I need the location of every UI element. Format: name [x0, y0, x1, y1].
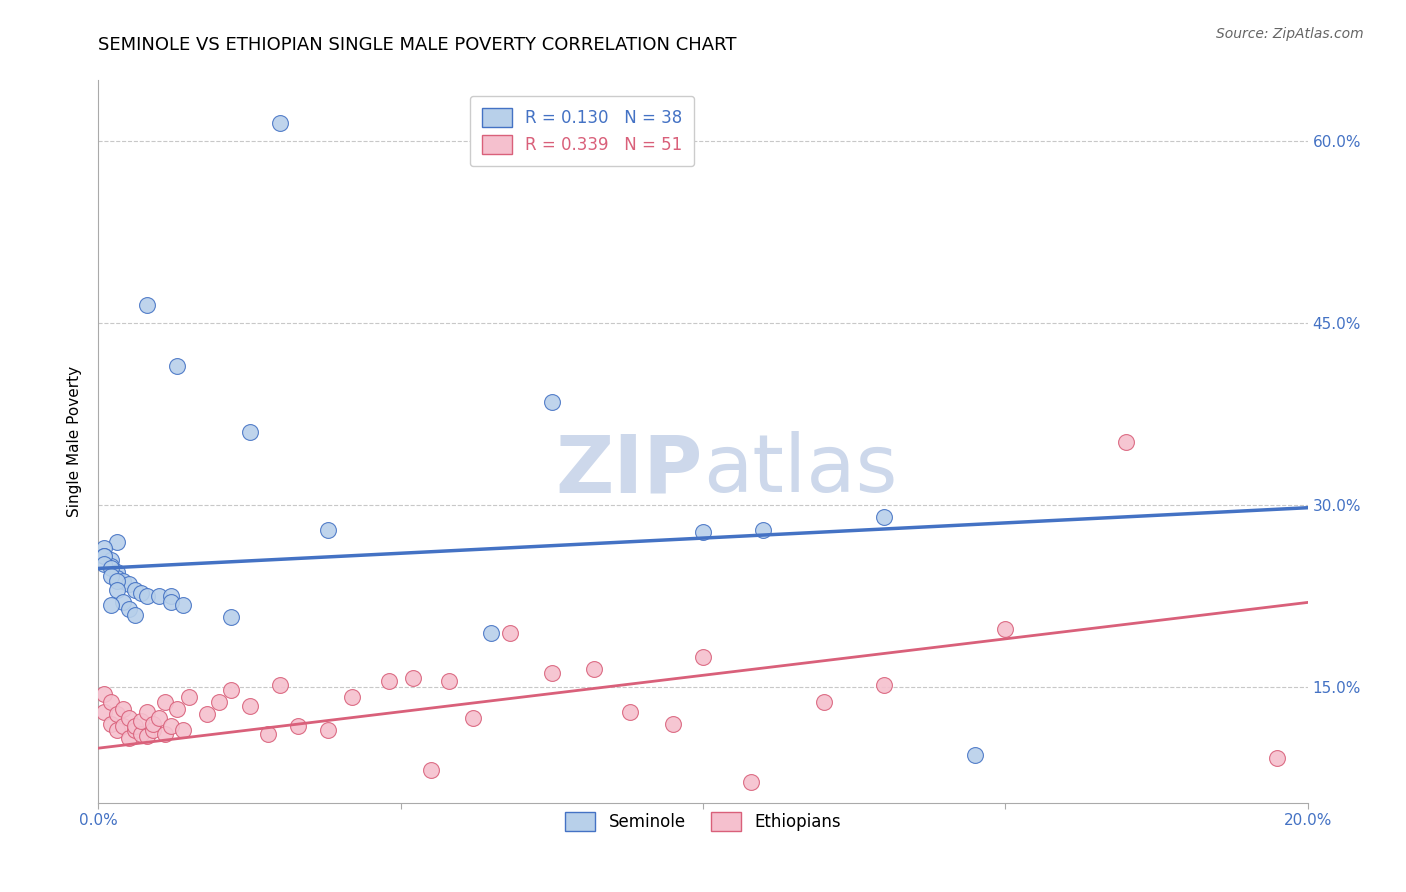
- Point: [256, 726, 278, 740]
- Point: [692, 650, 714, 665]
- Text: ZIP: ZIP: [555, 432, 703, 509]
- Point: [269, 678, 291, 692]
- Point: [316, 523, 339, 537]
- Point: [142, 717, 165, 731]
- Point: [153, 726, 176, 740]
- Point: [105, 723, 128, 737]
- Point: [661, 717, 683, 731]
- Point: [498, 625, 520, 640]
- Point: [287, 719, 309, 733]
- Point: [540, 395, 562, 409]
- Point: [100, 561, 122, 575]
- Point: [740, 775, 762, 789]
- Point: [124, 719, 146, 733]
- Point: [172, 598, 194, 612]
- Point: [873, 510, 896, 524]
- Point: [166, 359, 188, 373]
- Point: [692, 524, 714, 539]
- Text: atlas: atlas: [703, 432, 897, 509]
- Point: [481, 625, 503, 640]
- Point: [111, 574, 134, 588]
- Point: [437, 674, 460, 689]
- Point: [129, 714, 152, 729]
- Point: [100, 717, 122, 731]
- Point: [93, 549, 115, 564]
- Point: [105, 583, 128, 598]
- Point: [105, 571, 128, 585]
- Point: [135, 590, 157, 604]
- Y-axis label: Single Male Poverty: Single Male Poverty: [67, 366, 83, 517]
- Point: [142, 723, 165, 737]
- Point: [135, 705, 157, 719]
- Text: SEMINOLE VS ETHIOPIAN SINGLE MALE POVERTY CORRELATION CHART: SEMINOLE VS ETHIOPIAN SINGLE MALE POVERT…: [98, 36, 737, 54]
- Point: [148, 590, 170, 604]
- Point: [965, 748, 987, 763]
- Point: [221, 682, 243, 697]
- Point: [124, 723, 146, 737]
- Point: [100, 553, 122, 567]
- Point: [583, 662, 606, 676]
- Point: [100, 598, 122, 612]
- Point: [994, 622, 1017, 636]
- Point: [208, 695, 231, 709]
- Point: [179, 690, 201, 705]
- Point: [105, 707, 128, 722]
- Point: [540, 665, 562, 680]
- Point: [402, 671, 425, 685]
- Point: [111, 702, 134, 716]
- Point: [118, 711, 141, 725]
- Point: [239, 698, 262, 713]
- Point: [135, 298, 157, 312]
- Text: Source: ZipAtlas.com: Source: ZipAtlas.com: [1216, 27, 1364, 41]
- Point: [172, 723, 194, 737]
- Point: [105, 574, 128, 588]
- Point: [1267, 751, 1289, 765]
- Point: [420, 763, 443, 777]
- Point: [463, 711, 485, 725]
- Point: [105, 565, 128, 579]
- Point: [752, 523, 775, 537]
- Point: [221, 610, 243, 624]
- Point: [93, 541, 115, 555]
- Point: [160, 595, 183, 609]
- Point: [153, 695, 176, 709]
- Point: [111, 595, 134, 609]
- Point: [160, 590, 183, 604]
- Legend: Seminole, Ethiopians: Seminole, Ethiopians: [558, 805, 848, 838]
- Point: [93, 686, 115, 700]
- Point: [105, 534, 128, 549]
- Point: [239, 425, 262, 440]
- Point: [195, 707, 218, 722]
- Point: [100, 559, 122, 574]
- Point: [118, 731, 141, 746]
- Point: [93, 549, 115, 564]
- Point: [342, 690, 364, 705]
- Point: [129, 585, 152, 599]
- Point: [377, 674, 399, 689]
- Point: [269, 116, 291, 130]
- Point: [1115, 435, 1137, 450]
- Point: [135, 729, 157, 743]
- Point: [100, 695, 122, 709]
- Point: [813, 695, 835, 709]
- Point: [118, 601, 141, 615]
- Point: [93, 557, 115, 571]
- Point: [93, 705, 115, 719]
- Point: [160, 719, 183, 733]
- Point: [124, 583, 146, 598]
- Point: [873, 678, 896, 692]
- Point: [129, 726, 152, 740]
- Point: [166, 702, 188, 716]
- Point: [100, 568, 122, 582]
- Point: [124, 607, 146, 622]
- Point: [118, 577, 141, 591]
- Point: [148, 711, 170, 725]
- Point: [316, 723, 339, 737]
- Point: [619, 705, 641, 719]
- Point: [111, 719, 134, 733]
